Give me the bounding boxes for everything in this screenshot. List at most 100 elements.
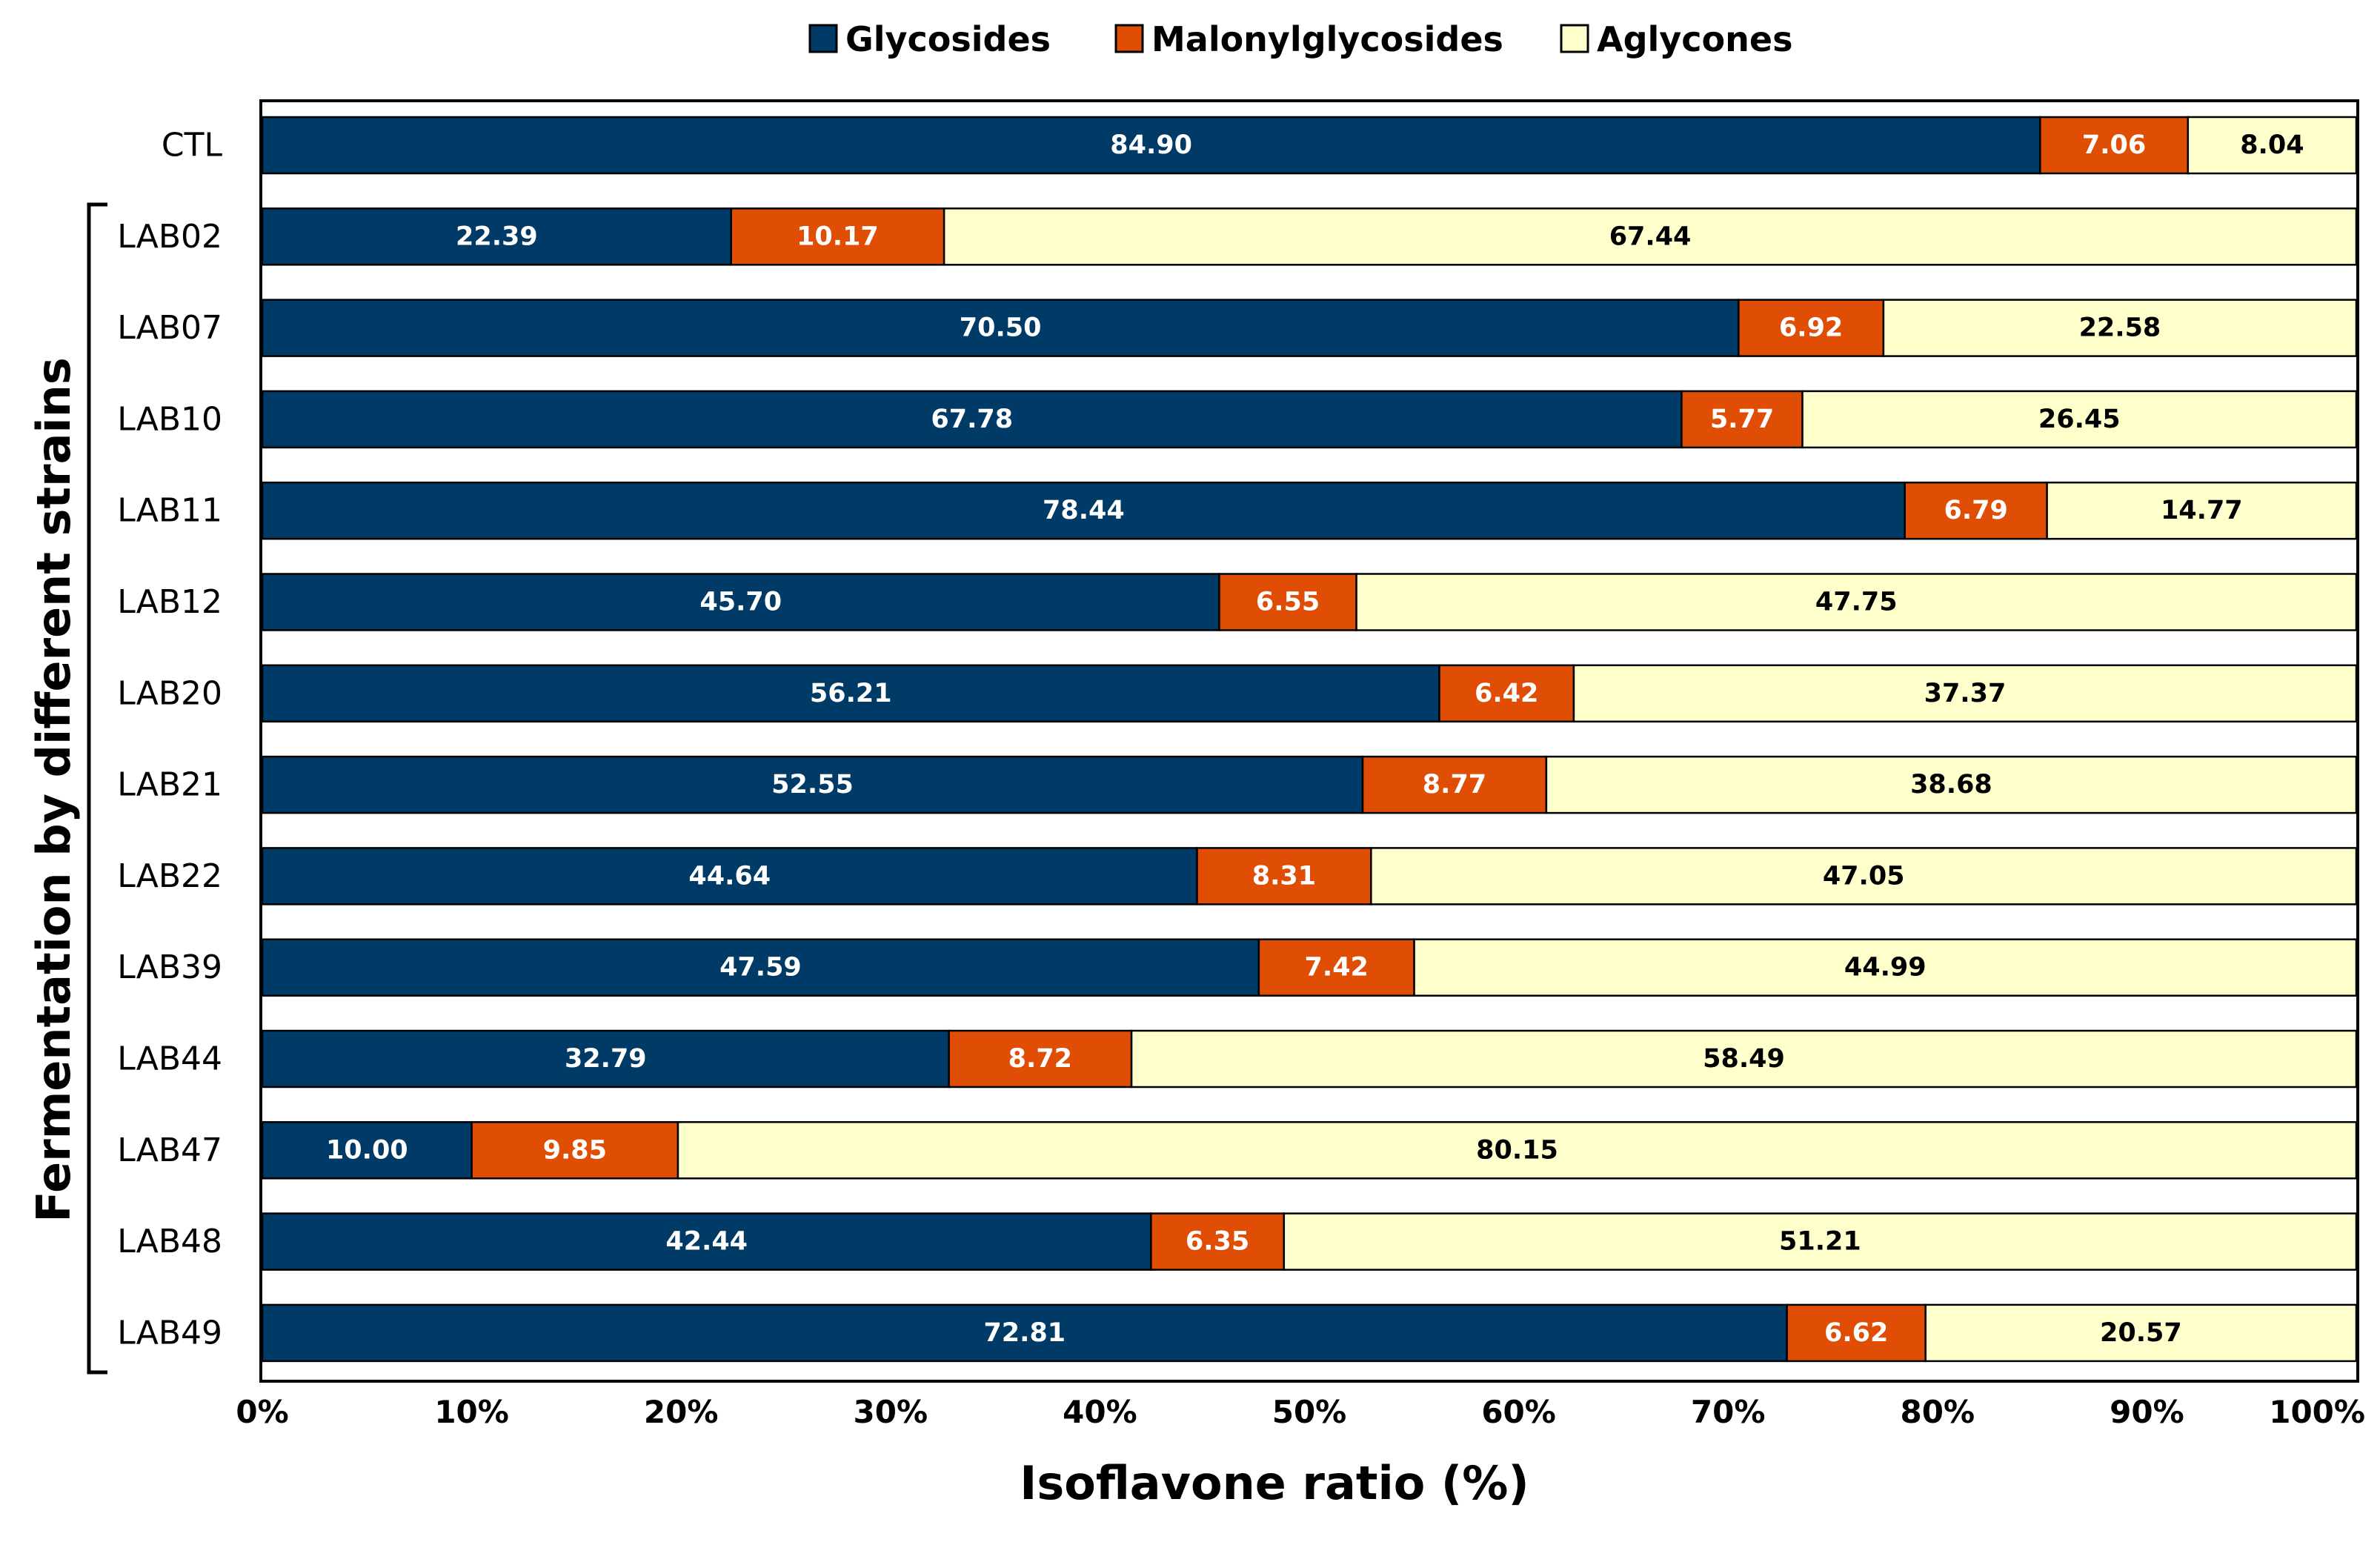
data-label-lab12-glycosides: 45.70 [699, 588, 782, 617]
category-label-lab44: LAB44 [117, 1040, 222, 1078]
legend-label-aglycones: Aglycones [1597, 19, 1792, 59]
data-label-lab48-glycosides: 42.44 [665, 1227, 748, 1257]
data-label-lab12-malonylglycosides: 6.55 [1256, 588, 1320, 617]
category-labels: CTL LAB02 LAB07 LAB10 LAB11 LAB12 LAB20 LAB21 LA… [117, 127, 222, 1352]
data-label-lab21-malonylglycosides: 8.77 [1423, 770, 1486, 800]
bar-lab20-glycosides [261, 664, 1440, 723]
data-label-lab21-aglycones: 38.68 [1910, 770, 1992, 800]
data-label-lab20-glycosides: 56.21 [810, 679, 892, 708]
data-label-lab10-aglycones: 26.45 [2038, 405, 2121, 434]
data-label-lab48-malonylglycosides: 6.35 [1186, 1227, 1249, 1257]
bar-lab49-malonylglycosides [1786, 1303, 1927, 1363]
bar-lab49-aglycones [1924, 1303, 2358, 1363]
x-tick-label-0pct: 0% [236, 1394, 288, 1430]
data-label-lab48-aglycones: 51.21 [1779, 1227, 1861, 1257]
category-label-lab48: LAB48 [117, 1223, 222, 1260]
data-label-lab20-malonylglycosides: 6.42 [1475, 679, 1538, 708]
bar-lab49-glycosides [261, 1303, 1788, 1363]
data-label-lab11-glycosides: 78.44 [1043, 496, 1125, 525]
data-label-lab49-malonylglycosides: 6.62 [1824, 1318, 1888, 1348]
bar-lab47-glycosides [261, 1121, 473, 1180]
bar-lab12-glycosides [261, 573, 1220, 631]
category-label-lab21: LAB21 [117, 766, 222, 804]
data-label-lab07-malonylglycosides: 6.92 [1779, 313, 1843, 343]
category-label-ctl: CTL [162, 127, 223, 164]
data-label-lab22-glycosides: 44.64 [688, 861, 771, 891]
bar-lab12-aglycones [1355, 573, 2358, 631]
category-label-lab02: LAB02 [117, 218, 222, 256]
legend-label-malonylglycosides: Malonylglycosides [1151, 19, 1503, 59]
data-label-lab22-aglycones: 47.05 [1823, 861, 1905, 891]
bar-lab20-malonylglycosides [1438, 664, 1575, 723]
bar-lab02-malonylglycosides [730, 207, 945, 266]
bar-lab11-malonylglycosides [1904, 481, 2048, 540]
data-label-lab39-malonylglycosides: 7.42 [1305, 953, 1369, 983]
category-label-lab39: LAB39 [117, 948, 222, 986]
x-tick-label-80pct: 80% [1901, 1394, 1975, 1430]
bar-lab21-malonylglycosides [1361, 755, 1548, 814]
data-label-lab12-aglycones: 47.75 [1815, 588, 1898, 617]
bar-lab48-glycosides [261, 1212, 1152, 1271]
bar-lab39-glycosides [261, 938, 1260, 997]
x-tick-label-70pct: 70% [1691, 1394, 1766, 1430]
bar-lab22-aglycones [1370, 847, 2358, 905]
category-label-lab49: LAB49 [117, 1314, 222, 1352]
bar-lab44-aglycones [1130, 1029, 2358, 1089]
data-label-lab02-glycosides: 22.39 [456, 222, 538, 251]
bar-lab39-malonylglycosides [1257, 938, 1415, 997]
data-label-lab10-glycosides: 67.78 [931, 405, 1013, 434]
x-axis-ticks: 0% 10% 20% 30% 40% 50% 60% 70% 80% 90% 100% [236, 1394, 2365, 1430]
data-label-lab10-malonylglycosides: 5.77 [1710, 405, 1774, 434]
data-label-lab20-aglycones: 37.37 [1924, 679, 2007, 708]
data-label-lab21-glycosides: 52.55 [771, 770, 854, 800]
x-tick-label-50pct: 50% [1272, 1394, 1347, 1430]
bar-lab07-glycosides [261, 299, 1740, 357]
category-label-lab10: LAB10 [117, 400, 222, 438]
x-tick-label-20pct: 20% [644, 1394, 719, 1430]
bar-lab02-aglycones [943, 207, 2358, 266]
data-label-lab22-malonylglycosides: 8.31 [1252, 861, 1316, 891]
bar-lab48-malonylglycosides [1150, 1212, 1286, 1271]
data-label-lab39-aglycones: 44.99 [1844, 953, 1927, 983]
bar-lab47-aglycones [677, 1121, 2358, 1180]
bar-lab12-malonylglycosides [1218, 573, 1357, 631]
data-label-lab47-aglycones: 80.15 [1476, 1135, 1558, 1165]
bar-lab20-aglycones [1572, 664, 2358, 723]
data-label-lab44-glycosides: 32.79 [565, 1044, 647, 1074]
legend-label-glycosides: Glycosides [845, 19, 1051, 59]
bar-ctl-glycosides [261, 116, 2041, 175]
bar-lab47-malonylglycosides [471, 1121, 679, 1180]
bar-ctl-aglycones [2187, 116, 2358, 175]
data-label-lab11-aglycones: 14.77 [2161, 496, 2243, 525]
category-label-lab47: LAB47 [117, 1131, 222, 1169]
data-label-lab47-glycosides: 10.00 [326, 1135, 408, 1165]
data-label-lab39-glycosides: 47.59 [719, 953, 802, 983]
bar-lab21-aglycones [1545, 755, 2358, 814]
data-label-lab47-malonylglycosides: 9.85 [543, 1135, 607, 1165]
data-label-lab07-aglycones: 22.58 [2079, 313, 2161, 343]
category-label-lab11: LAB11 [117, 492, 222, 530]
data-label-lab02-aglycones: 67.44 [1609, 222, 1692, 251]
x-tick-label-10pct: 10% [434, 1394, 509, 1430]
data-label-lab11-malonylglycosides: 6.79 [1944, 496, 2007, 525]
data-label-lab44-malonylglycosides: 8.72 [1008, 1044, 1072, 1074]
plot-frame [259, 99, 2359, 1383]
category-label-lab12: LAB12 [117, 583, 222, 621]
bar-lab07-aglycones [1882, 299, 2358, 357]
data-label-lab44-aglycones: 58.49 [1703, 1044, 1785, 1074]
bar-lab11-glycosides [261, 481, 1906, 540]
data-label-lab02-malonylglycosides: 10.17 [797, 222, 879, 251]
x-tick-label-40pct: 40% [1063, 1394, 1137, 1430]
x-tick-label-90pct: 90% [2110, 1394, 2184, 1430]
bar-lab11-aglycones [2046, 481, 2358, 540]
x-tick-label-30pct: 30% [854, 1394, 928, 1430]
group-bracket [87, 202, 107, 1375]
bar-lab10-aglycones [1801, 390, 2358, 449]
data-label-ctl-malonylglycosides: 7.06 [2082, 130, 2146, 160]
bar-lab22-glycosides [261, 847, 1198, 905]
category-label-lab22: LAB22 [117, 857, 222, 895]
bar-ctl-malonylglycosides [2039, 116, 2190, 175]
data-label-lab49-aglycones: 20.57 [2100, 1318, 2182, 1348]
x-axis-title: Isoflavone ratio (%) [1020, 1456, 1529, 1510]
